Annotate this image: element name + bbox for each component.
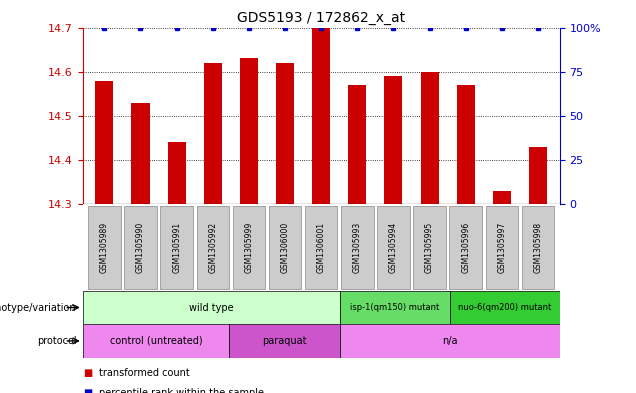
Bar: [240, 59, 258, 204]
Text: GSM1305990: GSM1305990: [136, 222, 145, 273]
Text: n/a: n/a: [442, 336, 457, 346]
Bar: [493, 191, 511, 204]
Bar: [132, 103, 149, 204]
Text: wild type: wild type: [189, 303, 233, 312]
FancyBboxPatch shape: [197, 206, 229, 289]
Text: GSM1305996: GSM1305996: [461, 222, 470, 273]
Bar: [457, 85, 474, 204]
FancyBboxPatch shape: [450, 206, 482, 289]
Text: GSM1306000: GSM1306000: [280, 222, 289, 273]
FancyBboxPatch shape: [88, 206, 121, 289]
Text: ■: ■: [83, 368, 92, 378]
Bar: [276, 63, 294, 204]
Text: ■: ■: [83, 388, 92, 393]
Text: control (untreated): control (untreated): [110, 336, 202, 346]
FancyBboxPatch shape: [233, 206, 265, 289]
Bar: [384, 76, 403, 204]
Text: genotype/variation: genotype/variation: [0, 303, 76, 312]
Text: protocol: protocol: [37, 336, 76, 346]
Text: GSM1305991: GSM1305991: [172, 222, 181, 273]
Text: nuo-6(qm200) mutant: nuo-6(qm200) mutant: [458, 303, 551, 312]
Title: GDS5193 / 172862_x_at: GDS5193 / 172862_x_at: [237, 11, 405, 25]
Bar: [349, 85, 366, 204]
Text: GSM1305998: GSM1305998: [534, 222, 543, 273]
Bar: [312, 28, 330, 204]
Text: paraquat: paraquat: [262, 336, 307, 346]
FancyBboxPatch shape: [522, 206, 554, 289]
FancyBboxPatch shape: [305, 206, 338, 289]
Text: GSM1305997: GSM1305997: [497, 222, 506, 273]
FancyBboxPatch shape: [124, 206, 156, 289]
FancyBboxPatch shape: [340, 291, 450, 324]
Text: GSM1305999: GSM1305999: [244, 222, 253, 273]
Bar: [168, 142, 186, 204]
FancyBboxPatch shape: [413, 206, 446, 289]
FancyBboxPatch shape: [486, 206, 518, 289]
FancyBboxPatch shape: [160, 206, 193, 289]
FancyBboxPatch shape: [230, 324, 340, 358]
Text: GSM1305995: GSM1305995: [425, 222, 434, 273]
FancyBboxPatch shape: [341, 206, 373, 289]
Text: isp-1(qm150) mutant: isp-1(qm150) mutant: [350, 303, 439, 312]
FancyBboxPatch shape: [340, 324, 560, 358]
FancyBboxPatch shape: [83, 291, 340, 324]
Text: GSM1306001: GSM1306001: [317, 222, 326, 273]
Bar: [204, 63, 222, 204]
FancyBboxPatch shape: [83, 324, 230, 358]
FancyBboxPatch shape: [450, 291, 560, 324]
Bar: [95, 81, 113, 204]
FancyBboxPatch shape: [269, 206, 301, 289]
Text: GSM1305994: GSM1305994: [389, 222, 398, 273]
Text: GSM1305993: GSM1305993: [353, 222, 362, 273]
Bar: [420, 72, 439, 204]
Bar: [529, 147, 547, 204]
Text: GSM1305989: GSM1305989: [100, 222, 109, 273]
Text: GSM1305992: GSM1305992: [208, 222, 218, 273]
Text: percentile rank within the sample: percentile rank within the sample: [99, 388, 263, 393]
FancyBboxPatch shape: [377, 206, 410, 289]
Text: transformed count: transformed count: [99, 368, 190, 378]
